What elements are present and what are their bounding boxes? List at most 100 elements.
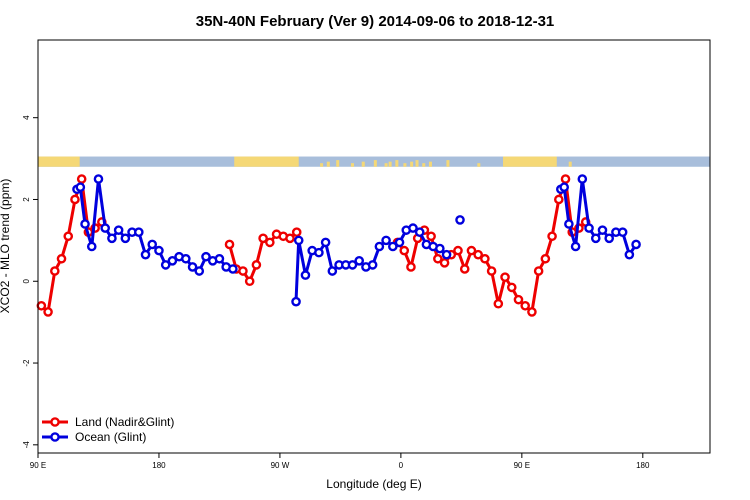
- land-speck: [326, 161, 330, 167]
- land-speck: [384, 163, 388, 167]
- data-point: [570, 241, 581, 252]
- y-tick-label: 0: [22, 278, 31, 283]
- series-ocean: [72, 174, 641, 307]
- land-band-segment: [503, 156, 557, 167]
- legend-label: Ocean (Glint): [75, 430, 146, 444]
- land-speck: [395, 160, 399, 167]
- data-point: [453, 245, 463, 256]
- data-point: [327, 266, 338, 276]
- data-point: [228, 264, 238, 274]
- data-point: [291, 227, 302, 237]
- data-point: [265, 237, 275, 248]
- land-speck: [415, 160, 419, 167]
- data-point: [590, 233, 601, 244]
- data-point: [433, 253, 443, 264]
- data-point: [214, 253, 225, 264]
- data-point: [244, 276, 255, 287]
- data-point: [347, 260, 358, 270]
- data-point: [414, 227, 425, 237]
- data-point: [513, 294, 524, 305]
- data-point: [70, 194, 80, 205]
- data-point: [154, 245, 164, 256]
- plot-frame: [37, 39, 711, 454]
- data-point: [238, 266, 248, 276]
- data-point: [577, 174, 588, 184]
- data-point: [564, 219, 574, 229]
- land-speck: [446, 160, 450, 167]
- series-layer: [36, 174, 641, 317]
- land-ocean-band: [38, 156, 710, 167]
- x-tick-label: 90 W: [271, 461, 290, 470]
- land-speck: [350, 163, 354, 167]
- data-point: [63, 231, 74, 242]
- data-point: [201, 251, 211, 262]
- data-point: [133, 227, 144, 237]
- data-point: [291, 296, 301, 307]
- land-speck: [388, 161, 392, 167]
- x-axis: 90 E 180 90 W 0 90 E 180: [30, 453, 650, 470]
- legend-swatch-marker: [50, 417, 60, 427]
- data-point: [617, 227, 628, 237]
- data-point: [224, 239, 235, 250]
- data-point: [76, 174, 87, 184]
- x-tick-label: 180: [636, 461, 650, 470]
- data-point: [374, 241, 385, 252]
- land-speck: [410, 161, 414, 167]
- data-point: [100, 223, 110, 233]
- data-point: [506, 282, 517, 293]
- data-point: [354, 256, 365, 266]
- y-tick-label: 4: [22, 115, 31, 120]
- y-tick-label: -4: [22, 441, 31, 449]
- data-point: [533, 266, 544, 276]
- data-point: [181, 253, 191, 264]
- data-point: [500, 272, 510, 282]
- data-point: [540, 253, 551, 264]
- data-point: [93, 174, 104, 184]
- data-point: [258, 233, 268, 244]
- data-point: [381, 235, 391, 246]
- data-point: [408, 223, 418, 233]
- data-point: [559, 182, 569, 193]
- data-point: [75, 182, 86, 193]
- data-point: [466, 245, 477, 256]
- land-speck: [422, 163, 426, 167]
- data-point: [554, 194, 564, 205]
- x-axis-label: Longitude (deg E): [326, 477, 421, 491]
- land-speck: [320, 163, 324, 167]
- data-point: [107, 233, 117, 244]
- land-band-segment: [38, 156, 80, 167]
- data-point: [160, 260, 171, 270]
- data-point: [80, 219, 90, 229]
- x-tick-label: 0: [399, 461, 404, 470]
- land-speck: [336, 160, 340, 167]
- land-speck: [373, 160, 377, 167]
- data-point: [441, 249, 452, 260]
- data-point: [113, 225, 124, 235]
- data-point: [597, 225, 608, 235]
- data-point: [293, 235, 304, 246]
- data-point: [624, 249, 635, 260]
- legend-item: Ocean (Glint): [42, 430, 146, 444]
- data-point: [604, 233, 615, 244]
- data-point: [486, 266, 497, 276]
- legend-label: Land (Nadir&Glint): [75, 415, 174, 429]
- data-point: [399, 245, 410, 256]
- data-point: [285, 233, 295, 244]
- y-tick-label: 2: [22, 197, 31, 202]
- data-point: [120, 233, 131, 244]
- land-speck: [568, 161, 572, 167]
- data-point: [480, 253, 490, 264]
- y-tick-label: -2: [22, 359, 31, 367]
- data-point: [388, 241, 398, 252]
- land-speck: [477, 163, 481, 167]
- data-point: [187, 262, 198, 272]
- data-point: [459, 264, 470, 274]
- series-land: [36, 174, 591, 317]
- data-point: [36, 300, 47, 311]
- data-point: [520, 300, 531, 311]
- legend-swatch-marker: [50, 432, 60, 442]
- x-tick-label: 90 E: [514, 461, 530, 470]
- legend: Land (Nadir&Glint)Ocean (Glint): [42, 415, 174, 444]
- data-point: [147, 239, 158, 250]
